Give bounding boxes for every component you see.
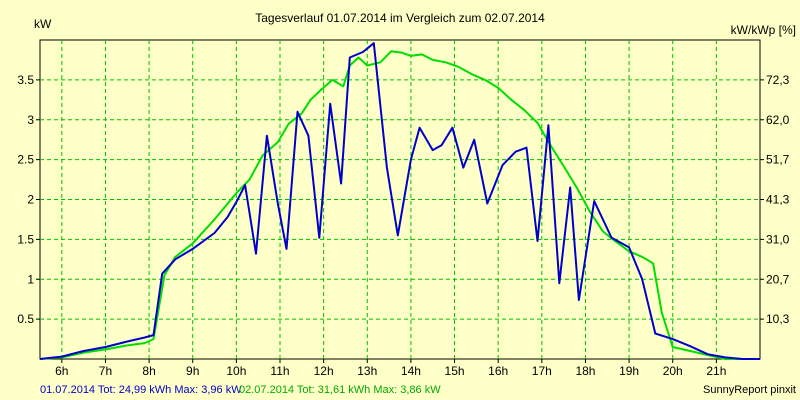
footer-credit: SunnyReport pinxit [703, 384, 796, 396]
x-tick-label: 18h [575, 364, 595, 378]
y-axis-label: kW [34, 17, 52, 31]
y2-tick-label: 31,0 [766, 232, 790, 246]
grid-lines [40, 40, 760, 359]
y-tick-label: 0.5 [17, 312, 34, 326]
y2-tick-label: 41,3 [766, 193, 790, 207]
y-tick-label: 3.5 [17, 73, 34, 87]
y2-tick-label: 62,0 [766, 113, 790, 127]
y-tick-label: 1.5 [17, 232, 34, 246]
x-tick-label: 8h [142, 364, 155, 378]
axis-ticks: 6h 7h 8h 9h 10h 11h 12h 13h 14h 15h 16h 17h 18h 19h 20… [17, 73, 789, 378]
series-lines [39, 42, 760, 360]
x-tick-label: 19h [619, 364, 639, 378]
x-tick-label: 15h [445, 364, 465, 378]
footer-series1-summary: 01.07.2014 Tot: 24,99 kWh Max: 3,96 kW [40, 384, 242, 396]
y2-tick-label: 72,3 [766, 73, 790, 87]
y2-tick-label: 51,7 [766, 153, 790, 167]
footer-series2-summary: 02.07.2014 Tot: 31,61 kWh Max: 3,86 kW [239, 384, 441, 396]
y2-tick-label: 10,3 [766, 312, 790, 326]
x-tick-label: 21h [706, 364, 726, 378]
x-tick-label: 16h [488, 364, 508, 378]
chart-title: Tagesverlauf 01.07.2014 im Vergleich zum… [255, 11, 545, 25]
y2-tick-label: 20,7 [766, 272, 790, 286]
x-tick-label: 7h [99, 364, 112, 378]
series-line-1 [39, 42, 760, 360]
x-tick-label: 13h [357, 364, 377, 378]
x-tick-label: 11h [270, 364, 289, 378]
series-line-2 [39, 50, 760, 360]
x-tick-label: 12h [314, 364, 334, 378]
x-tick-label: 17h [532, 364, 552, 378]
x-tick-label: 6h [55, 364, 68, 378]
y2-axis-label: kW/kWp [%] [731, 23, 796, 37]
x-tick-label: 14h [401, 364, 421, 378]
x-tick-label: 10h [226, 364, 246, 378]
y-tick-label: 2 [27, 193, 34, 207]
y-tick-label: 2.5 [17, 153, 34, 167]
y-tick-label: 1 [27, 272, 34, 286]
x-tick-label: 9h [186, 364, 199, 378]
y-tick-label: 3 [27, 113, 34, 127]
x-tick-label: 20h [663, 364, 683, 378]
